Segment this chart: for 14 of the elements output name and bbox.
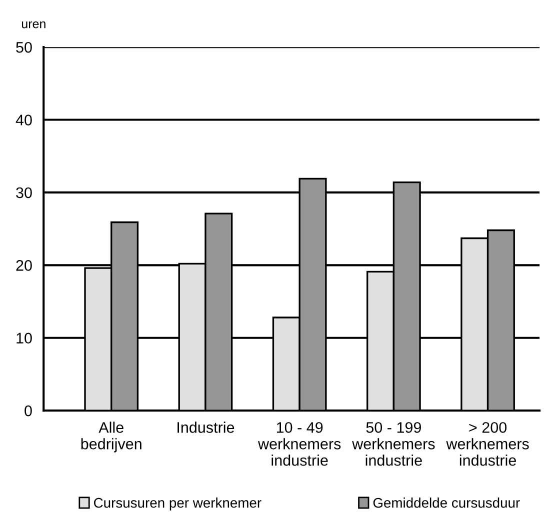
x-tick-label: 10 - 49 werknemers industrie	[258, 422, 341, 466]
y-axis-title: uren	[22, 21, 46, 28]
y-tick-label: 50	[16, 42, 32, 53]
y-tick-label: 20	[16, 260, 32, 271]
y-tick-label: 30	[16, 187, 32, 198]
x-tick-label: Alle bedrijven	[81, 422, 142, 452]
x-tick-label: 50 - 199 werknemers industrie	[352, 422, 435, 466]
x-tick-label: > 200 werknemers industrie	[446, 422, 529, 466]
y-tick-label: 10	[16, 332, 32, 344]
legend-label: Gemiddelde cursusduur	[373, 498, 520, 508]
y-tick-label: 40	[16, 114, 32, 126]
x-tick-label: Industrie	[178, 422, 234, 433]
y-tick-label: 0	[24, 405, 32, 416]
legend-label: Cursusuren per werknemer	[94, 498, 262, 510]
